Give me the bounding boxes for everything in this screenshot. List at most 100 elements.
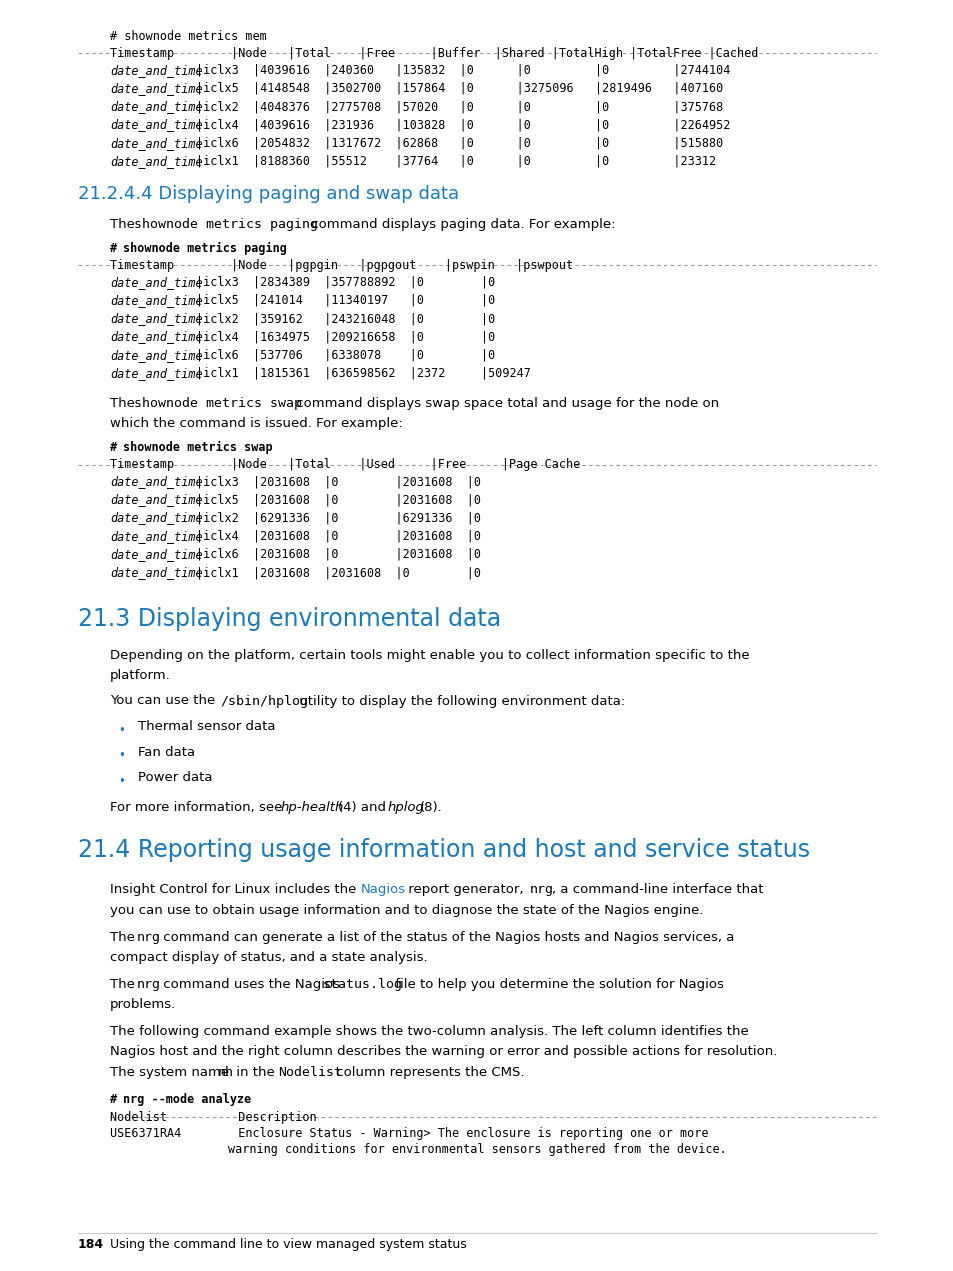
Text: |iclx4  |2031608  |0        |2031608  |0: |iclx4 |2031608 |0 |2031608 |0 bbox=[195, 530, 480, 543]
Text: |iclx4  |4039616  |231936   |103828  |0      |0         |0         |2264952: |iclx4 |4039616 |231936 |103828 |0 |0 |0… bbox=[195, 118, 730, 131]
Text: The: The bbox=[110, 219, 139, 231]
Text: command displays paging data. For example:: command displays paging data. For exampl… bbox=[307, 219, 615, 231]
Text: nrg: nrg bbox=[137, 930, 161, 944]
Text: problems.: problems. bbox=[110, 998, 176, 1012]
Text: date_and_time: date_and_time bbox=[110, 294, 202, 308]
Text: command displays swap space total and usage for the node on: command displays swap space total and us… bbox=[292, 397, 719, 411]
Text: Timestamp        |Node   |Total    |Used     |Free     |Page Cache: Timestamp |Node |Total |Used |Free |Page… bbox=[110, 458, 579, 472]
Text: you can use to obtain usage information and to diagnose the state of the Nagios : you can use to obtain usage information … bbox=[110, 904, 702, 916]
Text: hp-health: hp-health bbox=[281, 801, 344, 813]
Text: date_and_time: date_and_time bbox=[110, 367, 202, 380]
Text: date_and_time: date_and_time bbox=[110, 100, 202, 113]
Text: 21.2.4.4 Displaying paging and swap data: 21.2.4.4 Displaying paging and swap data bbox=[78, 186, 458, 203]
Text: #: # bbox=[110, 441, 124, 454]
Text: The system name: The system name bbox=[110, 1066, 233, 1079]
Text: •: • bbox=[118, 775, 125, 788]
Text: USE6371RA4        Enclosure Status - Warning> The enclosure is reporting one or : USE6371RA4 Enclosure Status - Warning> T… bbox=[110, 1126, 708, 1140]
Text: Depending on the platform, certain tools might enable you to collect information: Depending on the platform, certain tools… bbox=[110, 648, 749, 662]
Text: hplog: hplog bbox=[388, 801, 424, 813]
Text: |iclx3  |2031608  |0        |2031608  |0: |iclx3 |2031608 |0 |2031608 |0 bbox=[195, 475, 480, 488]
Text: The following command example shows the two-column analysis. The left column ide: The following command example shows the … bbox=[110, 1026, 748, 1038]
Text: date_and_time: date_and_time bbox=[110, 330, 202, 343]
Text: nrg: nrg bbox=[137, 977, 161, 991]
Text: |iclx1  |8188360  |55512    |37764   |0      |0         |0         |23312: |iclx1 |8188360 |55512 |37764 |0 |0 |0 |… bbox=[195, 155, 716, 168]
Text: |iclx6  |2031608  |0        |2031608  |0: |iclx6 |2031608 |0 |2031608 |0 bbox=[195, 548, 480, 561]
Text: The: The bbox=[110, 930, 139, 944]
Text: |iclx6  |2054832  |1317672  |62868   |0      |0         |0         |515880: |iclx6 |2054832 |1317672 |62868 |0 |0 |0… bbox=[195, 136, 722, 150]
Text: date_and_time: date_and_time bbox=[110, 276, 202, 289]
Text: Nodelist: Nodelist bbox=[277, 1066, 341, 1079]
Text: shownode metrics paging: shownode metrics paging bbox=[123, 241, 287, 255]
Text: which the command is issued. For example:: which the command is issued. For example… bbox=[110, 417, 402, 431]
Text: date_and_time: date_and_time bbox=[110, 64, 202, 76]
Text: #: # bbox=[110, 241, 124, 255]
Text: command uses the Nagios: command uses the Nagios bbox=[159, 977, 344, 991]
Text: Thermal sensor data: Thermal sensor data bbox=[138, 719, 275, 733]
Text: •: • bbox=[118, 724, 125, 737]
Text: You can use the: You can use the bbox=[110, 694, 219, 708]
Text: #: # bbox=[110, 1093, 124, 1106]
Text: 21.4 Reporting usage information and host and service status: 21.4 Reporting usage information and hos… bbox=[78, 839, 809, 863]
Text: Nagios host and the right column describes the warning or error and possible act: Nagios host and the right column describ… bbox=[110, 1046, 777, 1059]
Text: Timestamp        |Node   |pgpgin   |pgpgout    |pswpin   |pswpout: Timestamp |Node |pgpgin |pgpgout |pswpin… bbox=[110, 259, 573, 272]
Text: date_and_time: date_and_time bbox=[110, 348, 202, 362]
Text: /sbin/hplog: /sbin/hplog bbox=[220, 694, 308, 708]
Text: |iclx2  |359162   |243216048  |0        |0: |iclx2 |359162 |243216048 |0 |0 bbox=[195, 313, 495, 325]
Text: date_and_time: date_and_time bbox=[110, 566, 202, 580]
Text: |iclx4  |1634975  |209216658  |0        |0: |iclx4 |1634975 |209216658 |0 |0 bbox=[195, 330, 495, 343]
Text: |iclx5  |4148548  |3502700  |157864  |0      |3275096   |2819496   |407160: |iclx5 |4148548 |3502700 |157864 |0 |327… bbox=[195, 83, 722, 95]
Text: |iclx5  |241014   |11340197   |0        |0: |iclx5 |241014 |11340197 |0 |0 bbox=[195, 294, 495, 308]
Text: platform.: platform. bbox=[110, 669, 171, 683]
Text: date_and_time: date_and_time bbox=[110, 155, 202, 168]
Text: Power data: Power data bbox=[138, 771, 213, 784]
Text: (4) and: (4) and bbox=[337, 801, 390, 813]
Text: Using the command line to view managed system status: Using the command line to view managed s… bbox=[110, 1238, 466, 1251]
Text: in the: in the bbox=[232, 1066, 278, 1079]
Text: warning conditions for environmental sensors gathered from the device.: warning conditions for environmental sen… bbox=[228, 1144, 726, 1157]
Text: 184: 184 bbox=[78, 1238, 104, 1251]
Text: date_and_time: date_and_time bbox=[110, 493, 202, 506]
Text: •: • bbox=[118, 750, 125, 763]
Text: |iclx2  |6291336  |0        |6291336  |0: |iclx2 |6291336 |0 |6291336 |0 bbox=[195, 511, 480, 525]
Text: Fan data: Fan data bbox=[138, 746, 195, 759]
Text: (8).: (8). bbox=[419, 801, 442, 813]
Text: |iclx2  |4048376  |2775708  |57020   |0      |0         |0         |375768: |iclx2 |4048376 |2775708 |57020 |0 |0 |0… bbox=[195, 100, 722, 113]
Text: nrg: nrg bbox=[530, 883, 554, 896]
Text: The: The bbox=[110, 977, 139, 991]
Text: Nagios: Nagios bbox=[360, 883, 406, 896]
Text: date_and_time: date_and_time bbox=[110, 475, 202, 488]
Text: nh: nh bbox=[218, 1066, 233, 1079]
Text: date_and_time: date_and_time bbox=[110, 118, 202, 131]
Text: 21.3 Displaying environmental data: 21.3 Displaying environmental data bbox=[78, 606, 500, 630]
Text: shownode metrics swap: shownode metrics swap bbox=[123, 441, 273, 454]
Text: Timestamp        |Node   |Total    |Free     |Buffer  |Shared |TotalHigh |TotalF: Timestamp |Node |Total |Free |Buffer |Sh… bbox=[110, 47, 758, 60]
Text: file to help you determine the solution for Nagios: file to help you determine the solution … bbox=[391, 977, 723, 991]
Text: date_and_time: date_and_time bbox=[110, 530, 202, 543]
Text: report generator,: report generator, bbox=[403, 883, 527, 896]
Text: The: The bbox=[110, 397, 139, 411]
Text: shownode metrics swap: shownode metrics swap bbox=[133, 397, 302, 411]
Text: Insight Control for Linux includes the: Insight Control for Linux includes the bbox=[110, 883, 360, 896]
Text: # shownode metrics mem: # shownode metrics mem bbox=[110, 31, 267, 43]
Text: |iclx5  |2031608  |0        |2031608  |0: |iclx5 |2031608 |0 |2031608 |0 bbox=[195, 493, 480, 506]
Text: compact display of status, and a state analysis.: compact display of status, and a state a… bbox=[110, 951, 427, 963]
Text: date_and_time: date_and_time bbox=[110, 548, 202, 561]
Text: For more information, see: For more information, see bbox=[110, 801, 286, 813]
Text: column represents the CMS.: column represents the CMS. bbox=[332, 1066, 524, 1079]
Text: |iclx3  |2834389  |357788892  |0        |0: |iclx3 |2834389 |357788892 |0 |0 bbox=[195, 276, 495, 289]
Text: |iclx1  |1815361  |636598562  |2372     |509247: |iclx1 |1815361 |636598562 |2372 |509247 bbox=[195, 367, 530, 380]
Text: Nodelist          Description: Nodelist Description bbox=[110, 1111, 316, 1124]
Text: date_and_time: date_and_time bbox=[110, 511, 202, 525]
Text: |iclx6  |537706   |6338078    |0        |0: |iclx6 |537706 |6338078 |0 |0 bbox=[195, 348, 495, 362]
Text: |iclx1  |2031608  |2031608  |0        |0: |iclx1 |2031608 |2031608 |0 |0 bbox=[195, 566, 480, 580]
Text: command can generate a list of the status of the Nagios hosts and Nagios service: command can generate a list of the statu… bbox=[159, 930, 734, 944]
Text: date_and_time: date_and_time bbox=[110, 136, 202, 150]
Text: shownode metrics paging: shownode metrics paging bbox=[133, 219, 317, 231]
Text: nrg --mode analyze: nrg --mode analyze bbox=[123, 1093, 251, 1106]
Text: , a command-line interface that: , a command-line interface that bbox=[552, 883, 762, 896]
Text: status.log: status.log bbox=[323, 977, 402, 991]
Text: utility to display the following environment data:: utility to display the following environ… bbox=[294, 694, 624, 708]
Text: date_and_time: date_and_time bbox=[110, 313, 202, 325]
Text: |iclx3  |4039616  |240360   |135832  |0      |0         |0         |2744104: |iclx3 |4039616 |240360 |135832 |0 |0 |0… bbox=[195, 64, 730, 76]
Text: date_and_time: date_and_time bbox=[110, 83, 202, 95]
